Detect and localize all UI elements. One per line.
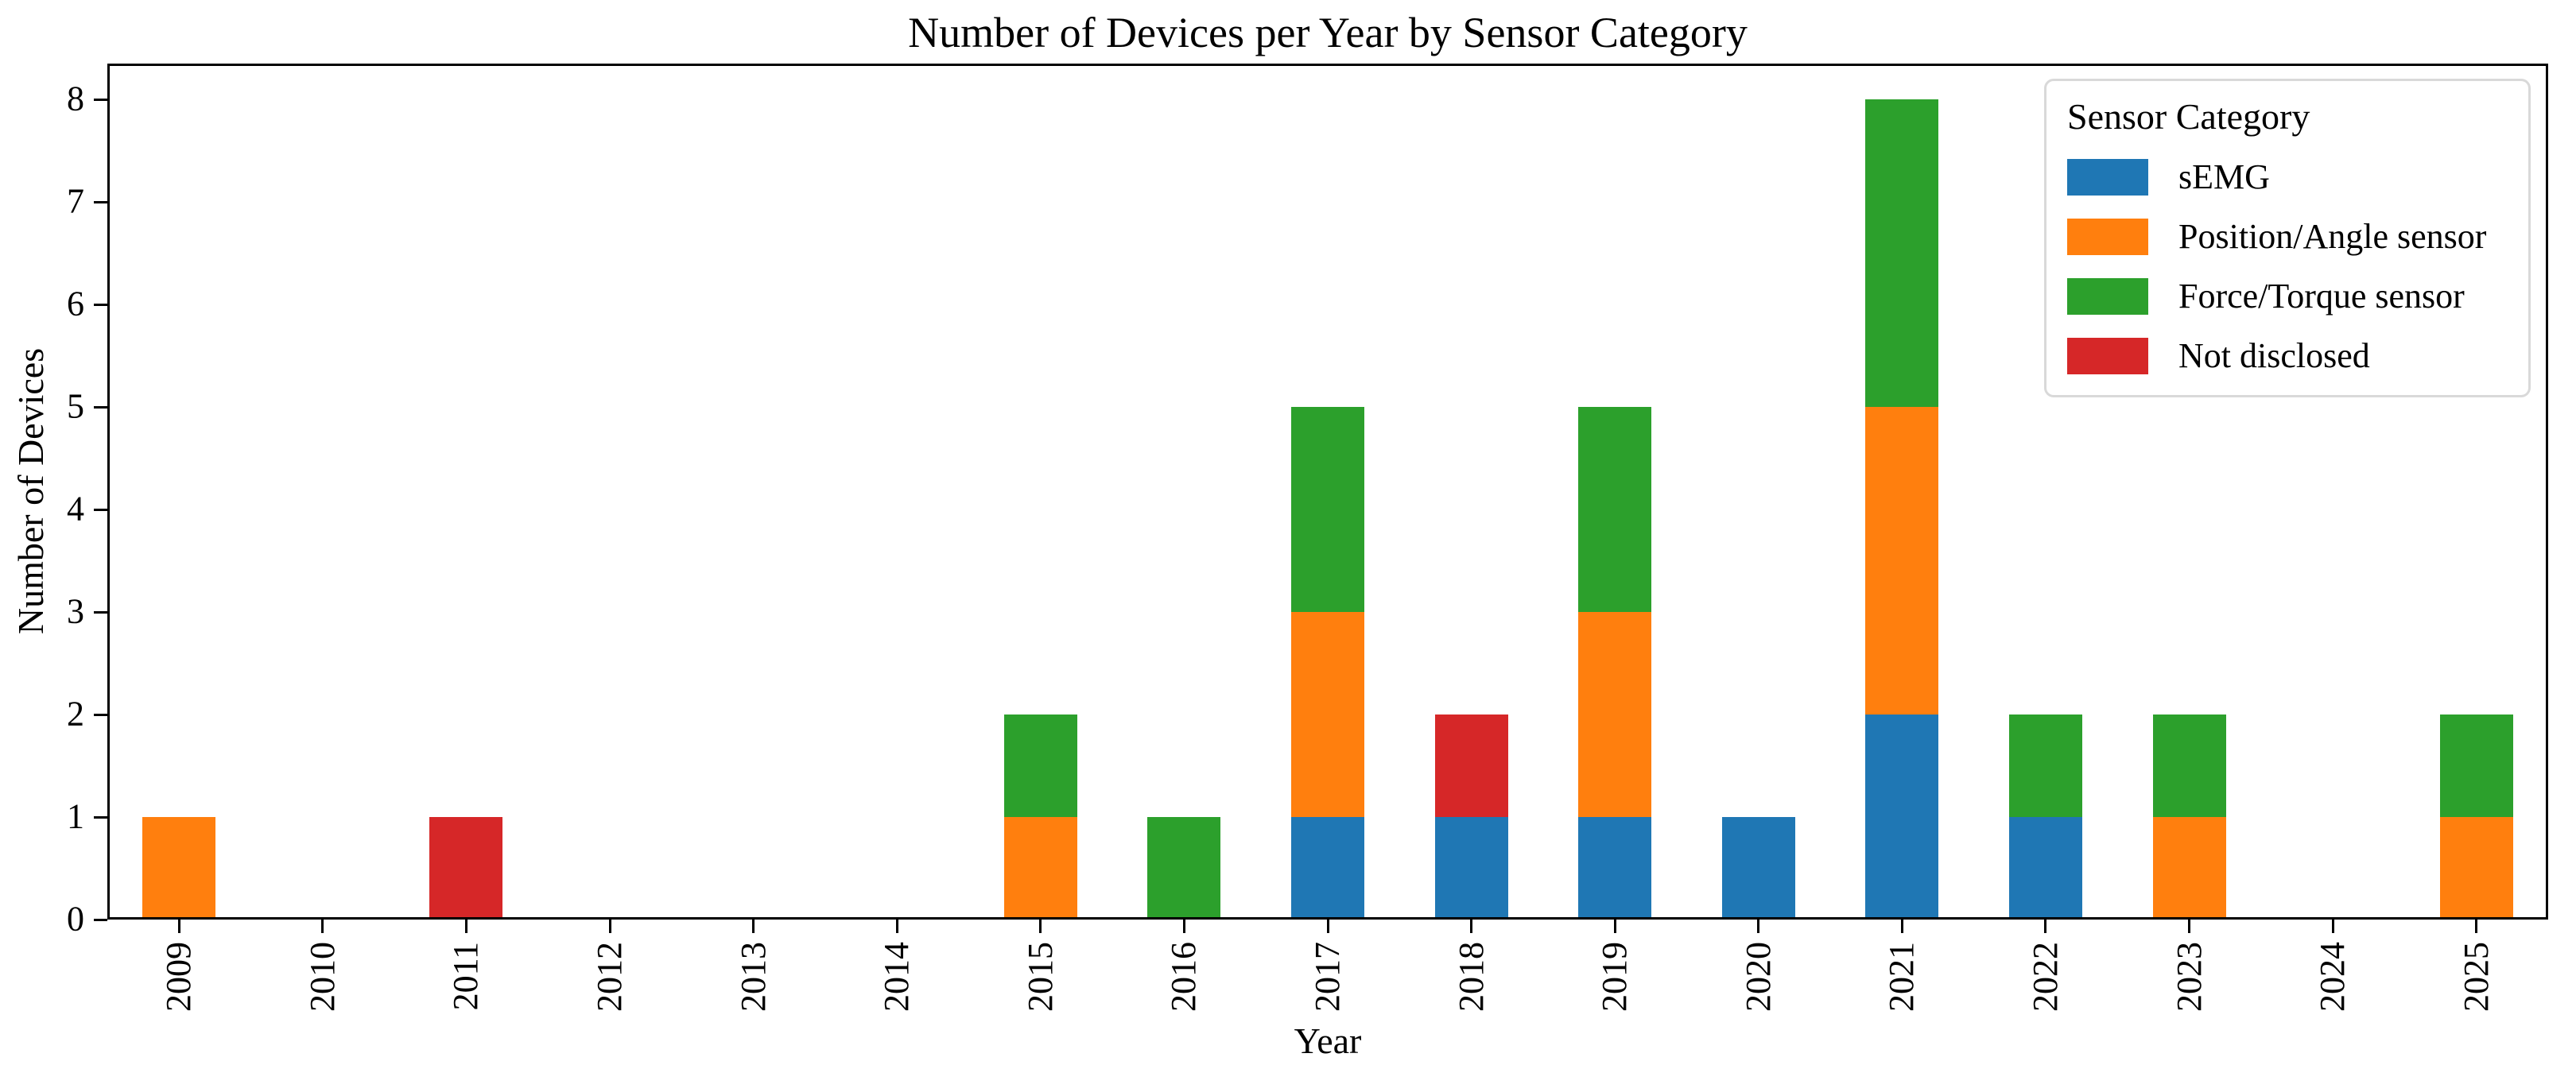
x-tick-label: 2025: [2456, 942, 2496, 1012]
bar-segment-2020-sEMG: [1721, 817, 1795, 920]
x-tick: [177, 920, 180, 933]
x-tick-label: 2013: [733, 942, 773, 1012]
y-tick-label: 4: [67, 489, 84, 529]
x-tick: [608, 920, 611, 933]
x-tick-label: 2022: [2025, 942, 2065, 1012]
bar-segment-2015-Position/Angle sensor: [1003, 817, 1077, 920]
y-tick-label: 7: [67, 181, 84, 221]
bar-segment-2022-Force/Torque sensor: [2008, 715, 2082, 817]
x-tick: [752, 920, 755, 933]
x-tick-label: 2010: [302, 942, 342, 1012]
bar-segment-2025-Position/Angle sensor: [2439, 817, 2513, 920]
x-tick: [1613, 920, 1616, 933]
bar-segment-2015-Force/Torque sensor: [1003, 715, 1077, 817]
legend-row: sEMG: [2067, 157, 2508, 197]
bar-segment-2025-Force/Torque sensor: [2439, 715, 2513, 817]
y-tick-label: 6: [67, 284, 84, 323]
x-tick: [1900, 920, 1903, 933]
y-tick-label: 5: [67, 386, 84, 426]
y-tick: [94, 918, 107, 921]
x-axis-label: Year: [1294, 1020, 1362, 1061]
x-tick-label: 2011: [446, 942, 486, 1011]
y-tick: [94, 508, 107, 511]
x-tick: [895, 920, 898, 933]
chart-title: Number of Devices per Year by Sensor Cat…: [908, 9, 1748, 56]
x-tick: [1757, 920, 1760, 933]
bar-segment-2018-Not disclosed: [1434, 715, 1508, 817]
x-tick: [2331, 920, 2334, 933]
x-tick-label: 2024: [2313, 942, 2353, 1012]
bar-segment-2009-Position/Angle sensor: [142, 817, 216, 920]
bar-segment-2011-Not disclosed: [429, 817, 503, 920]
bar-segment-2016-Force/Torque sensor: [1147, 817, 1221, 920]
legend-label: Not disclosed: [2178, 336, 2370, 375]
y-tick-label: 2: [67, 694, 84, 734]
x-tick-label: 2023: [2169, 942, 2209, 1012]
bar-segment-2017-sEMG: [1291, 817, 1364, 920]
y-tick-label: 1: [67, 796, 84, 836]
x-tick-label: 2021: [1882, 942, 1922, 1012]
x-tick: [1326, 920, 1329, 933]
x-tick-label: 2012: [589, 942, 629, 1012]
x-tick: [1470, 920, 1473, 933]
legend-swatch-icon: [2067, 277, 2148, 315]
legend-label: Position/Angle sensor: [2178, 217, 2487, 256]
bar-segment-2021-sEMG: [1865, 715, 1939, 920]
x-tick-label: 2020: [1738, 942, 1778, 1012]
y-tick-label: 0: [67, 899, 84, 939]
y-tick-label: 8: [67, 79, 84, 118]
y-tick: [94, 98, 107, 101]
bar-segment-2019-sEMG: [1578, 817, 1652, 920]
bar-segment-2019-Force/Torque sensor: [1578, 407, 1652, 613]
x-tick-label: 2017: [1307, 942, 1347, 1012]
legend-row: Force/Torque sensor: [2067, 276, 2508, 316]
legend-row: Not disclosed: [2067, 335, 2508, 376]
x-tick-label: 2016: [1164, 942, 1204, 1012]
bar-segment-2023-Force/Torque sensor: [2152, 715, 2226, 817]
y-tick-label: 3: [67, 591, 84, 631]
legend-swatch-icon: [2067, 158, 2148, 196]
x-tick: [1182, 920, 1185, 933]
y-tick: [94, 405, 107, 409]
legend-title: Sensor Category: [2067, 96, 2310, 137]
legend-box: Sensor Category sEMG Position/Angle senso…: [2044, 79, 2531, 397]
legend-swatch-icon: [2067, 218, 2148, 255]
x-tick: [2044, 920, 2047, 933]
legend-label: Force/Torque sensor: [2178, 277, 2465, 316]
legend-label: sEMG: [2178, 157, 2270, 196]
legend-row: Position/Angle sensor: [2067, 216, 2508, 257]
x-tick: [2188, 920, 2191, 933]
y-tick: [94, 610, 107, 614]
bar-segment-2018-sEMG: [1434, 817, 1508, 920]
legend-rows: sEMG Position/Angle sensor Force/Torque se…: [2067, 157, 2508, 376]
x-tick-label: 2018: [1451, 942, 1491, 1012]
bar-segment-2019-Position/Angle sensor: [1578, 612, 1652, 817]
legend-swatch-icon: [2067, 337, 2148, 374]
bar-segment-2022-sEMG: [2008, 817, 2082, 920]
bar-segment-2021-Position/Angle sensor: [1865, 407, 1939, 715]
x-tick-label: 2009: [159, 942, 199, 1012]
x-tick: [321, 920, 324, 933]
x-tick: [1039, 920, 1042, 933]
x-tick-label: 2014: [877, 942, 917, 1012]
bar-segment-2017-Position/Angle sensor: [1291, 612, 1364, 817]
y-tick: [94, 713, 107, 716]
bar-segment-2017-Force/Torque sensor: [1291, 407, 1364, 613]
bar-segment-2023-Position/Angle sensor: [2152, 817, 2226, 920]
y-tick: [94, 200, 107, 203]
y-tick: [94, 815, 107, 819]
x-tick-label: 2019: [1595, 942, 1635, 1012]
bar-segment-2021-Force/Torque sensor: [1865, 99, 1939, 408]
x-tick: [464, 920, 467, 933]
x-tick: [2475, 920, 2478, 933]
x-tick-label: 2015: [1020, 942, 1060, 1012]
y-tick: [94, 303, 107, 306]
